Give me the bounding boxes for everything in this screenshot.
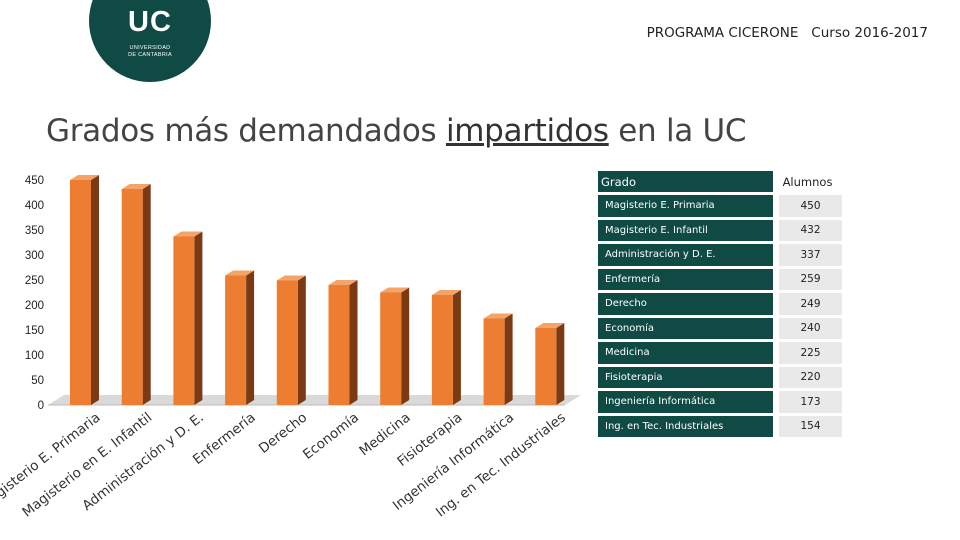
program-label: PROGRAMA CICERONE Curso 2016-2017 [646,25,928,41]
bar-side [504,313,513,405]
bar-top [276,275,306,281]
bar [276,275,306,405]
bar [173,231,203,405]
logo-text: UC [128,6,172,38]
bar [70,175,99,405]
y-tick-label: 450 [25,175,44,187]
grado-cell: Medicina [598,342,773,364]
header-grado: Grado [598,171,773,192]
bar-front [483,318,505,405]
bar-side [297,275,306,405]
bar [483,313,513,405]
bar-chart: 0 50 100 150 200 250 300 350 400 450 Magisterio E… [0,175,581,521]
grado-cell: Derecho [598,293,773,315]
table-row: Economía 240 [598,317,842,339]
bar-top [225,270,255,276]
logo-subtitle: UNIVERSIDAD DE CANTABRIA [89,45,211,59]
alumnos-cell: 337 [773,244,842,266]
bar-side [91,175,99,405]
bar-side [246,270,255,405]
bar [328,280,358,405]
x-tick-label: Economía [300,410,362,463]
alumnos-cell: 450 [773,195,842,217]
bar [431,290,461,405]
bar-top [173,231,203,237]
bar-side [349,280,358,405]
bar-front [431,295,453,405]
grado-cell: Magisterio E. Primaria [598,195,773,217]
bar-front [380,292,402,405]
title-part-2: en la UC [608,113,747,149]
bar-side [556,323,565,405]
y-tick-label: 0 [38,400,44,412]
table-row: Administración y D. E. 337 [598,244,842,266]
title-underlined-word: impartidos [445,113,609,149]
alumnos-cell: 220 [773,366,842,388]
y-tick-label: 250 [25,275,44,287]
bar-front [328,285,350,405]
university-logo: UC UNIVERSIDAD DE CANTABRIA [89,0,211,82]
grado-cell: Administración y D. E. [598,244,773,266]
logo-subtitle-line1: UNIVERSIDAD [129,45,171,51]
grado-cell: Economía [598,317,773,339]
grado-cell: Magisterio E. Infantil [598,219,773,241]
bar-top [431,290,461,295]
bar [535,323,565,405]
grado-cell: Fisioterapia [598,366,773,388]
bar-front [121,189,143,405]
page-title: Grados más demandados impartidos en la U… [46,113,747,149]
bar-side [142,184,151,405]
y-tick-label: 50 [31,375,44,387]
bar-top [121,184,151,189]
alumnos-cell: 240 [773,317,842,339]
table-row: Ingeniería Informática 173 [598,391,842,413]
title-part-1: Grados más demandados [46,113,446,149]
table-row: Enfermería 259 [598,268,842,290]
table-row: Medicina 225 [598,342,842,364]
alumnos-cell: 225 [773,342,842,364]
bar-top [328,280,358,285]
alumnos-cell: 259 [773,268,842,290]
bar [121,184,151,405]
bar-side [194,231,203,405]
bar-front [173,236,195,405]
bar-front [276,280,298,405]
grado-cell: Enfermería [598,268,773,290]
logo-subtitle-line2: DE CANTABRIA [128,52,172,58]
header-alumnos: Alumnos [773,171,842,192]
bar-top [70,175,99,180]
bar-top [535,323,565,328]
grado-cell: Ingeniería Informática [598,391,773,413]
table-row: Derecho 249 [598,293,842,315]
y-tick-label: 350 [25,225,44,237]
y-tick-label: 400 [25,200,44,212]
bar [380,287,410,405]
alumnos-cell: 154 [773,415,842,437]
y-tick-label: 150 [25,325,44,337]
y-axis: 0 50 100 150 200 250 300 350 400 450 [25,175,44,412]
bar [225,270,255,405]
grado-cell: Ing. en Tec. Industriales [598,415,773,437]
alumnos-cell: 432 [773,219,842,241]
bar-front [225,275,247,405]
bar-side [401,287,410,405]
table-header-row: Grado Alumnos [598,171,842,192]
alumnos-cell: 173 [773,391,842,413]
alumnos-cell: 249 [773,293,842,315]
bar-front [70,180,91,405]
table-row: Ing. en Tec. Industriales 154 [598,415,842,437]
bar-top [380,287,410,293]
y-tick-label: 100 [25,350,44,362]
bar-series [70,175,565,405]
data-table: Grado Alumnos Magisterio E. Primaria 450 M… [598,168,842,440]
y-tick-label: 300 [25,250,44,262]
table-row: Magisterio E. Primaria 450 [598,195,842,217]
bar-side [452,290,461,405]
table-row: Magisterio E. Infantil 432 [598,219,842,241]
bar-front [535,328,557,405]
y-tick-label: 200 [25,300,44,312]
table-row: Fisioterapia 220 [598,366,842,388]
bar-top [483,313,513,319]
